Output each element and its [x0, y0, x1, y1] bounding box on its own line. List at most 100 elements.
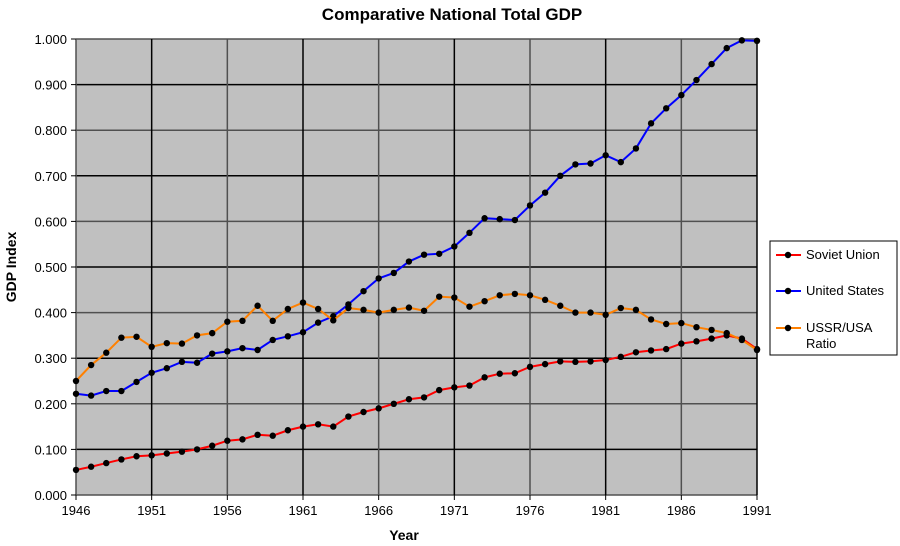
data-point-ussr-usa-ratio [330, 317, 337, 324]
data-point-united-states [375, 275, 382, 282]
data-point-ussr-usa-ratio [708, 326, 715, 334]
data-point-ussr-usa-ratio [632, 306, 640, 314]
data-point-soviet-union [436, 386, 443, 394]
data-point-ussr-usa-ratio [163, 339, 170, 347]
y-tick-label: 0.800 [34, 123, 67, 138]
data-point-ussr-usa-ratio [405, 304, 413, 311]
data-point-soviet-union [345, 413, 352, 420]
x-tick-label: 1956 [213, 503, 242, 518]
data-point-soviet-union [87, 463, 95, 470]
data-point-united-states [436, 250, 443, 257]
x-tick-label: 1951 [137, 503, 166, 518]
data-point-soviet-union [375, 405, 382, 412]
data-point-united-states [572, 161, 579, 168]
data-point-united-states [163, 365, 170, 372]
data-point-united-states [405, 258, 413, 265]
data-point-soviet-union [572, 358, 579, 366]
data-point-soviet-union [466, 382, 473, 389]
data-point-ussr-usa-ratio [466, 303, 473, 310]
data-point-ussr-usa-ratio [496, 292, 503, 299]
data-point-united-states [420, 251, 428, 258]
data-point-united-states [103, 387, 110, 395]
data-point-ussr-usa-ratio [753, 346, 761, 354]
data-point-united-states [663, 105, 670, 112]
data-point-ussr-usa-ratio [375, 309, 382, 316]
data-point-united-states [451, 243, 458, 250]
data-point-soviet-union [360, 408, 367, 416]
data-point-soviet-union [587, 358, 594, 365]
x-tick-label: 1986 [667, 503, 696, 518]
data-point-united-states [314, 319, 322, 326]
data-point-ussr-usa-ratio [209, 329, 216, 337]
data-point-soviet-union [299, 423, 307, 430]
data-point-soviet-union [163, 450, 170, 457]
data-point-ussr-usa-ratio [663, 320, 670, 328]
data-point-united-states [481, 215, 488, 222]
data-point-ussr-usa-ratio [693, 323, 700, 331]
data-point-united-states [133, 378, 140, 386]
y-tick-label: 0.000 [34, 488, 67, 503]
data-point-ussr-usa-ratio [360, 306, 367, 314]
data-point-soviet-union [663, 345, 670, 353]
data-point-soviet-union [178, 448, 186, 455]
data-point-soviet-union [541, 360, 549, 368]
data-point-soviet-union [284, 427, 292, 434]
series-line-soviet-union [75, 334, 758, 471]
data-point-ussr-usa-ratio [224, 318, 231, 325]
data-point-united-states [390, 269, 397, 277]
data-point-soviet-union [420, 394, 428, 401]
data-point-united-states [466, 229, 473, 236]
data-point-soviet-union [647, 347, 655, 354]
data-point-soviet-union [390, 400, 397, 407]
y-tick-label: 1.000 [34, 32, 67, 47]
data-point-ussr-usa-ratio [738, 336, 746, 344]
data-point-ussr-usa-ratio [572, 309, 579, 316]
data-point-ussr-usa-ratio [193, 332, 201, 339]
data-point-ussr-usa-ratio [511, 290, 519, 298]
data-point-united-states [118, 387, 125, 395]
data-point-soviet-union [693, 338, 700, 345]
x-tick-label: 1946 [62, 503, 91, 518]
x-tick-label: 1966 [364, 503, 393, 518]
legend-label: Soviet Union [806, 247, 880, 262]
data-point-ussr-usa-ratio [481, 298, 488, 305]
data-point-soviet-union [708, 335, 715, 342]
data-point-united-states [753, 37, 761, 45]
data-point-ussr-usa-ratio [299, 299, 307, 306]
data-point-ussr-usa-ratio [284, 305, 292, 313]
data-point-ussr-usa-ratio [148, 343, 155, 350]
data-point-united-states [723, 44, 730, 52]
data-point-soviet-union [496, 370, 503, 377]
data-point-united-states [239, 344, 246, 352]
data-point-ussr-usa-ratio [678, 319, 685, 327]
data-point-soviet-union [678, 340, 685, 347]
data-point-united-states [209, 350, 216, 357]
data-point-soviet-union [269, 432, 276, 439]
data-point-united-states [224, 348, 231, 355]
data-point-united-states [647, 120, 655, 127]
data-point-united-states [178, 358, 186, 366]
data-point-ussr-usa-ratio [647, 316, 655, 323]
data-point-soviet-union [133, 453, 140, 460]
data-point-soviet-union [511, 370, 519, 377]
data-point-ussr-usa-ratio [526, 292, 534, 299]
legend-label: United States [806, 283, 885, 298]
data-point-ussr-usa-ratio [390, 306, 397, 314]
y-tick-label: 0.100 [34, 442, 67, 457]
data-point-soviet-union [617, 353, 624, 361]
data-point-united-states [148, 369, 155, 376]
data-point-united-states [602, 152, 609, 159]
data-point-soviet-union [148, 452, 155, 459]
data-point-united-states [632, 145, 640, 152]
data-point-soviet-union [118, 456, 125, 463]
y-tick-label: 0.500 [34, 260, 67, 275]
x-tick-label: 1981 [591, 503, 620, 518]
y-tick-label: 0.600 [34, 214, 67, 229]
data-point-soviet-union [602, 356, 609, 364]
data-point-ussr-usa-ratio [420, 307, 428, 314]
data-point-united-states [496, 215, 503, 223]
x-axis-label: Year [389, 527, 419, 543]
data-point-ussr-usa-ratio [239, 317, 246, 325]
data-point-soviet-union [330, 423, 337, 430]
